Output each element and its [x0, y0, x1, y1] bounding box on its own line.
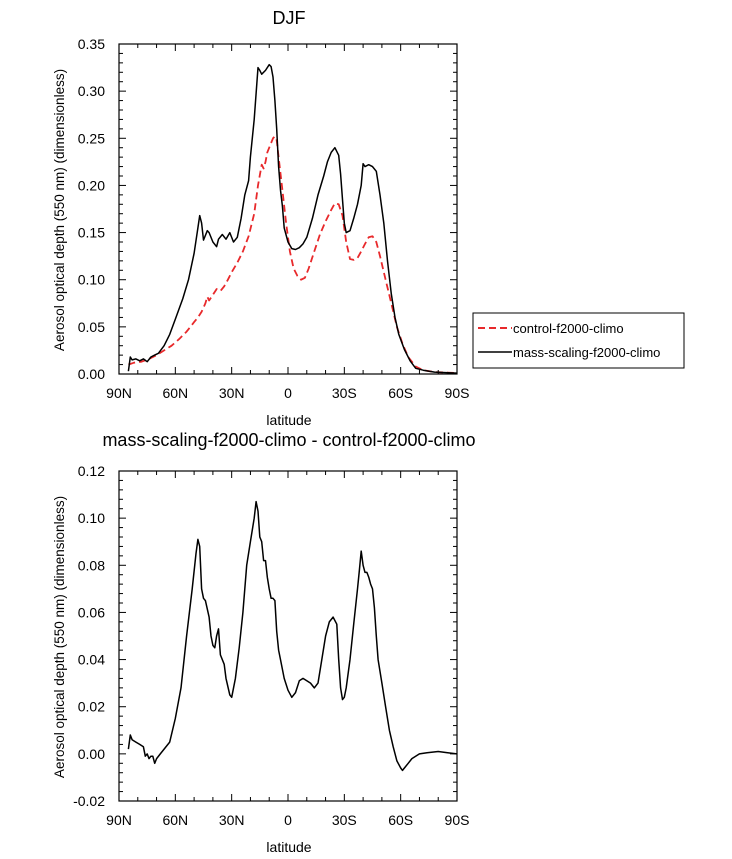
x-tick-label: 60N	[162, 385, 188, 401]
plot-area: 90N 60N 30N 0 30S 60S 90S 0.00 0.05 0.10 0.15 0.20 0…	[78, 36, 470, 401]
y-tick-label: 0.00	[78, 366, 105, 382]
y-tick-label: 0.30	[78, 83, 105, 99]
y-axis-label: Aerosol optical depth (550 nm) (dimensio…	[52, 69, 67, 351]
y-tick-label: 0.02	[78, 699, 105, 715]
x-axis-label: latitude	[266, 412, 311, 428]
legend-label-mass-scaling: mass-scaling-f2000-climo	[513, 345, 660, 360]
x-axis-label: latitude	[266, 839, 311, 855]
y-tick-label: 0.15	[78, 225, 105, 241]
x-tick-label: 60S	[388, 385, 413, 401]
x-tick-label: 60S	[388, 812, 413, 828]
x-tick-label: 60N	[162, 812, 188, 828]
y-tick-label: -0.02	[73, 793, 105, 809]
y-tick-label: 0.08	[78, 557, 105, 573]
series-line-difference	[127, 500, 457, 772]
x-tick-label: 0	[284, 812, 292, 828]
x-tick-label: 30S	[332, 812, 357, 828]
top-panel: DJF 90N 60N 30N 0 30S 60S 90S 0.00 0.05 0.10 0.15 0…	[52, 8, 469, 428]
legend-label-control: control-f2000-climo	[513, 321, 624, 336]
y-tick-label: 0.00	[78, 746, 105, 762]
plot-frame	[118, 43, 458, 375]
y-tick-label: 0.04	[78, 652, 105, 668]
plot-frame	[118, 470, 458, 802]
x-tick-label: 90N	[106, 812, 132, 828]
y-tick-label: 0.10	[78, 510, 105, 526]
y-tick-label: 0.06	[78, 604, 105, 620]
series-line-mass-scaling-f2000-climo	[127, 63, 457, 374]
x-tick-label: 90S	[445, 812, 470, 828]
x-tick-label: 30N	[219, 812, 245, 828]
bottom-panel: mass-scaling-f2000-climo - control-f2000…	[52, 430, 476, 855]
y-tick-label: 0.12	[78, 463, 105, 479]
plot-area: 90N 60N 30N 0 30S 60S 90S -0.02 0.00 0.02 0.04 0.06…	[73, 463, 469, 828]
legend-box	[472, 312, 685, 369]
x-tick-label: 90N	[106, 385, 132, 401]
y-axis-label: Aerosol optical depth (550 nm) (dimensio…	[52, 496, 67, 778]
y-tick-label: 0.05	[78, 319, 105, 335]
x-tick-label: 30S	[332, 385, 357, 401]
x-tick-label: 90S	[445, 385, 470, 401]
y-tick-label: 0.35	[78, 36, 105, 52]
y-tick-label: 0.25	[78, 130, 105, 146]
legend: control-f2000-climo mass-scaling-f2000-c…	[472, 312, 685, 369]
chart-title: DJF	[273, 8, 306, 28]
chart-title: mass-scaling-f2000-climo - control-f2000…	[102, 430, 475, 450]
y-tick-label: 0.10	[78, 272, 105, 288]
y-tick-label: 0.20	[78, 177, 105, 193]
x-tick-label: 30N	[219, 385, 245, 401]
series-line-control-f2000-climo	[128, 135, 457, 374]
x-tick-label: 0	[284, 385, 292, 401]
